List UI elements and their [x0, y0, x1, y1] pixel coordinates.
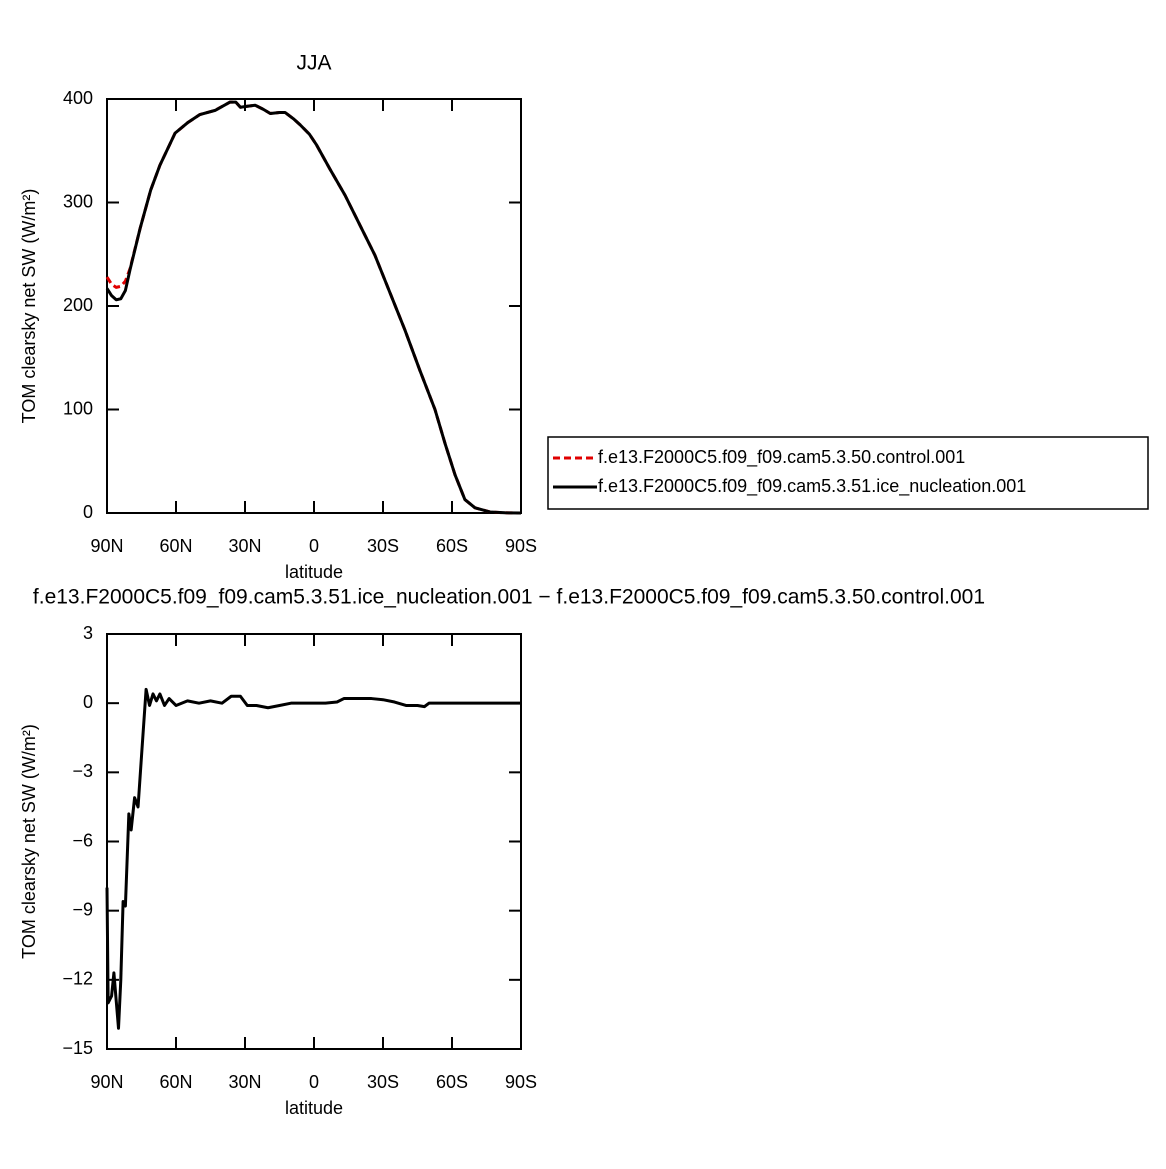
- y-tick-label: 200: [63, 295, 93, 315]
- x-tick-label: 60S: [436, 536, 468, 556]
- data-line: [105, 100, 522, 515]
- y-tick-label: 100: [63, 398, 93, 418]
- y-tick-label: −9: [72, 899, 93, 919]
- y-tick-label: −3: [72, 761, 93, 781]
- y-axis-label: TOM clearsky net SW (W/m²): [19, 189, 39, 424]
- x-tick-label: 90S: [505, 1072, 537, 1092]
- x-tick-label: 60N: [159, 536, 192, 556]
- chart-title: JJA: [296, 52, 331, 75]
- y-tick-label: 0: [83, 692, 93, 712]
- x-tick-label: 0: [309, 536, 319, 556]
- chart-title: f.e13.F2000C5.f09_f09.cam5.3.51.ice_nucl…: [33, 586, 985, 609]
- legend-label: f.e13.F2000C5.f09_f09.cam5.3.51.ice_nucl…: [598, 476, 1026, 497]
- legend-label: f.e13.F2000C5.f09_f09.cam5.3.50.control.…: [598, 447, 965, 468]
- x-tick-label: 60S: [436, 1072, 468, 1092]
- x-tick-label: 30N: [228, 1072, 261, 1092]
- y-axis-label: TOM clearsky net SW (W/m²): [19, 724, 39, 959]
- x-tick-label: 0: [309, 1072, 319, 1092]
- x-tick-label: 30N: [228, 536, 261, 556]
- y-tick-label: −12: [62, 969, 93, 989]
- y-tick-label: −6: [72, 830, 93, 850]
- x-tick-label: 60N: [159, 1072, 192, 1092]
- plot-frame: [106, 633, 522, 1050]
- data-line: [105, 100, 522, 515]
- x-tick-label: 90S: [505, 536, 537, 556]
- x-tick-label: 90N: [90, 536, 123, 556]
- y-tick-label: −15: [62, 1038, 93, 1058]
- data-line: [105, 687, 521, 1030]
- x-axis-label: latitude: [285, 1098, 343, 1118]
- y-tick-label: 3: [83, 623, 93, 643]
- legend-box: [547, 436, 1149, 510]
- y-tick-label: 400: [63, 88, 93, 108]
- plot-frame: [106, 98, 522, 514]
- y-tick-label: 0: [83, 502, 93, 522]
- x-tick-label: 30S: [367, 536, 399, 556]
- x-tick-label: 90N: [90, 1072, 123, 1092]
- y-tick-label: 300: [63, 191, 93, 211]
- x-tick-label: 30S: [367, 1072, 399, 1092]
- x-axis-label: latitude: [285, 562, 343, 582]
